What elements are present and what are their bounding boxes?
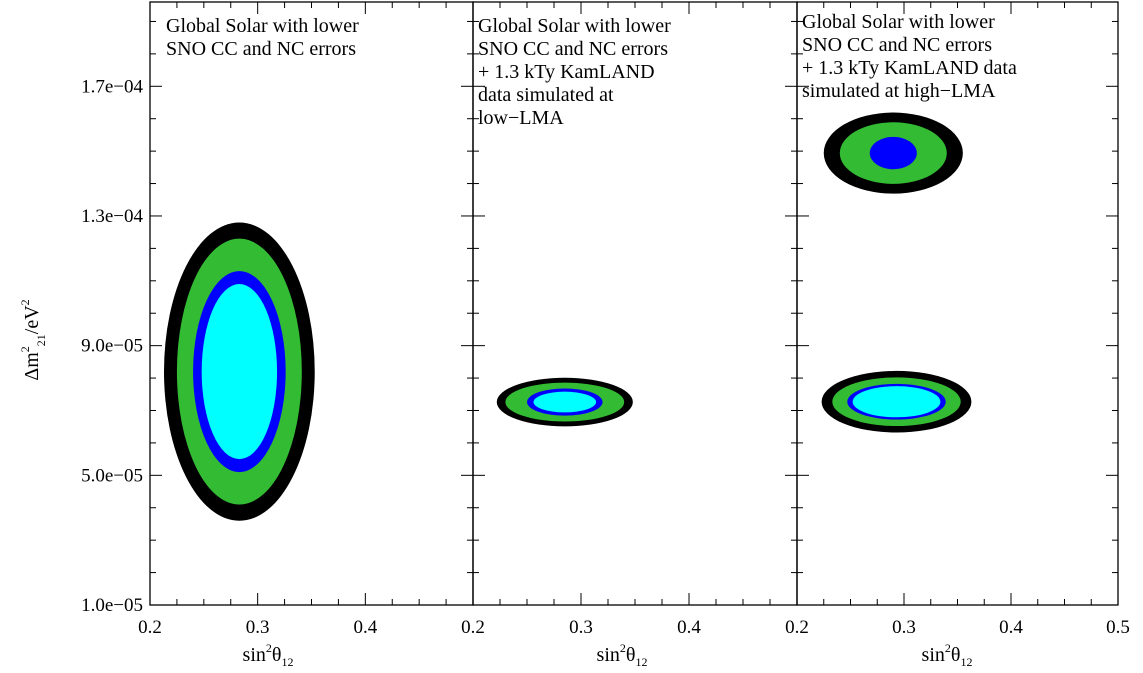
x-tick-label: 0.4 xyxy=(677,617,701,638)
contour-p2-r1-level-4 xyxy=(533,391,597,413)
x-tick-label: 0.3 xyxy=(569,617,593,638)
panel-3-annotation-line: + 1.3 kTy KamLAND data xyxy=(802,57,1017,79)
x-tick-label: 0.2 xyxy=(138,617,162,638)
x-axis-label-1: sin2θ12 xyxy=(243,641,294,669)
y-tick-label: 5.0e−05 xyxy=(81,465,143,486)
x-tick-label: 0.4 xyxy=(999,617,1023,638)
y-tick-label: 1.3e−04 xyxy=(81,206,143,227)
panel-1-annotation-line: Global Solar with lower xyxy=(166,15,359,37)
panel-3-annotation-line: simulated at high−LMA xyxy=(802,80,996,102)
contour-p3-r1-level-3 xyxy=(869,136,917,170)
x-axis-label-3: sin2θ12 xyxy=(922,641,973,669)
x-tick-label: 0.3 xyxy=(246,617,270,638)
panel-2-annotation-line: SNO CC and NC errors xyxy=(478,38,668,60)
x-axis-label-2: sin2θ12 xyxy=(597,641,648,669)
y-tick-label: 9.0e−05 xyxy=(81,336,143,357)
x-tick-label: 0.3 xyxy=(892,617,916,638)
contour-p3-r2-level-4 xyxy=(852,386,941,418)
panel-2-annotation-line: data simulated at xyxy=(478,84,614,106)
panel-1-annotation-line: SNO CC and NC errors xyxy=(166,38,356,60)
y-axis-label: Δm221/eV2 xyxy=(18,299,48,380)
y-tick-label: 1.0e−05 xyxy=(81,595,143,616)
x-tick-label: 0.2 xyxy=(461,617,485,638)
x-tick-label: 0.2 xyxy=(785,617,809,638)
y-tick-label: 1.7e−04 xyxy=(81,76,143,97)
contour-p1-r1-level-4 xyxy=(201,284,278,460)
panel-3-annotation-line: SNO CC and NC errors xyxy=(802,34,992,56)
panel-2-annotation-line: low−LMA xyxy=(478,107,564,129)
panel-2-annotation-line: Global Solar with lower xyxy=(478,15,671,37)
panel-3-annotation-line: Global Solar with lower xyxy=(802,11,995,33)
x-tick-label: 0.4 xyxy=(353,617,377,638)
x-tick-label: 0.5 xyxy=(1106,617,1130,638)
panel-2-annotation-line: + 1.3 kTy KamLAND xyxy=(478,61,655,83)
